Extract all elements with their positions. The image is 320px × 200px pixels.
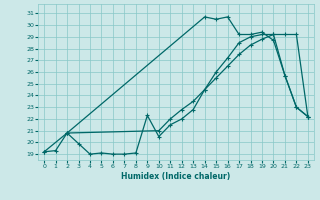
X-axis label: Humidex (Indice chaleur): Humidex (Indice chaleur) bbox=[121, 172, 231, 181]
